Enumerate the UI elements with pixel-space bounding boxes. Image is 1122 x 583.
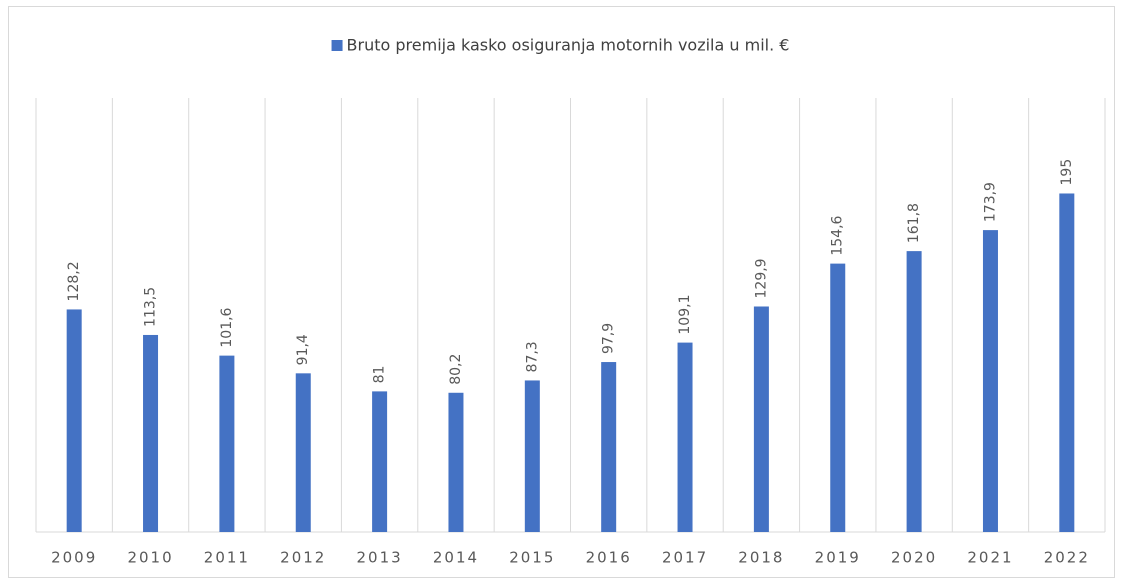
x-tick-label: 2015 <box>509 549 555 567</box>
data-label: 113,5 <box>143 287 159 327</box>
bar <box>601 362 617 532</box>
x-tick-label: 2022 <box>1044 549 1090 567</box>
data-label: 128,2 <box>66 261 82 301</box>
x-tick-label: 2016 <box>586 549 632 567</box>
data-label: 101,6 <box>219 307 235 347</box>
data-label: 109,1 <box>677 295 693 335</box>
x-tick-label: 2019 <box>815 549 861 567</box>
data-label: 195 <box>1059 159 1075 186</box>
bar <box>906 251 922 532</box>
data-label: 173,9 <box>982 182 998 222</box>
data-label: 91,4 <box>295 334 311 365</box>
x-tick-label: 2009 <box>51 549 97 567</box>
data-label: 154,6 <box>830 215 846 255</box>
legend-swatch <box>331 40 343 51</box>
x-tick-label: 2011 <box>204 549 250 567</box>
data-label: 80,2 <box>448 354 464 385</box>
x-tick-label: 2018 <box>738 549 784 567</box>
data-label: 129,9 <box>753 258 769 298</box>
x-tick-label: 2021 <box>967 549 1013 567</box>
bar <box>524 380 540 532</box>
bar <box>1059 193 1075 533</box>
bar <box>830 263 846 532</box>
data-label: 81 <box>372 366 388 384</box>
bar <box>372 391 388 532</box>
x-tick-label: 2012 <box>280 549 326 567</box>
bar <box>219 355 235 532</box>
x-tick-label: 2017 <box>662 549 708 567</box>
bar <box>295 373 311 532</box>
data-label: 97,9 <box>601 323 617 354</box>
bar <box>982 230 998 532</box>
data-label: 161,8 <box>906 203 922 243</box>
bar <box>448 392 464 532</box>
x-tick-label: 2013 <box>357 549 403 567</box>
legend-label: Bruto premija kasko osiguranja motornih … <box>347 36 790 55</box>
x-tick-label: 2010 <box>127 549 173 567</box>
bar <box>66 309 82 532</box>
chart-border <box>8 6 1115 578</box>
data-label: 87,3 <box>524 341 540 372</box>
x-tick-label: 2020 <box>891 549 937 567</box>
x-tick-label: 2014 <box>433 549 479 567</box>
bar <box>677 342 693 532</box>
bar <box>753 306 769 532</box>
bar <box>143 334 159 532</box>
